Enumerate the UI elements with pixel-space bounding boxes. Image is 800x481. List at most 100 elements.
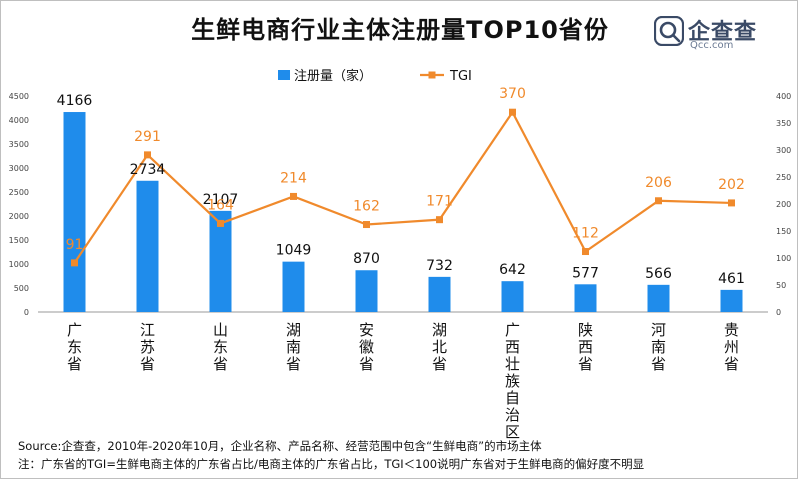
x-tick-label-char: 区 [505, 423, 520, 441]
x-tick-label-char: 东 [213, 338, 228, 356]
x-tick-label-char: 省 [724, 355, 739, 373]
tgi-value-label: 202 [718, 177, 745, 193]
tgi-point-8 [582, 248, 589, 256]
chart-title: 生鲜电商行业主体注册量TOP10省份 [191, 16, 609, 44]
y-left-tick-label: 3000 [9, 164, 29, 173]
bar-3 [209, 210, 232, 312]
tgi-point-2 [144, 151, 151, 159]
y-left-tick-label: 1000 [9, 260, 29, 269]
logo-sub: Qcc.com [690, 40, 734, 51]
x-tick-label-char: 族 [505, 372, 520, 390]
bar-5 [355, 270, 378, 312]
x-tick-label-char: 西 [578, 338, 593, 356]
x-tick-label-char: 西 [505, 338, 520, 356]
x-tick-label-char: 自 [505, 389, 520, 407]
y-left-tick-label: 3500 [9, 140, 29, 149]
bar-2 [136, 180, 159, 312]
tgi-value-label: 162 [353, 199, 380, 215]
x-tick-label-char: 治 [505, 406, 520, 424]
x-tick-label-char: 省 [140, 355, 155, 373]
footer: Source:企查查，2010年-2020年10月，企业名称、产品名称、经营范围… [18, 437, 788, 473]
x-tick-label-char: 东 [67, 338, 82, 356]
tgi-point-5 [363, 221, 370, 229]
y-left-tick-label: 4000 [9, 116, 29, 125]
legend-swatch-marker [428, 71, 436, 79]
y-left-tick-label: 0 [24, 308, 29, 317]
y-right-tick-label: 350 [776, 119, 791, 128]
bar-value-label: 732 [426, 258, 453, 274]
bar-1 [63, 112, 86, 312]
bar-value-label: 870 [353, 251, 380, 267]
y-left-tick-label: 1500 [9, 236, 29, 245]
y-right-tick-label: 200 [776, 200, 791, 209]
y-left-tick-label: 4500 [9, 92, 29, 101]
x-tick-label-char: 广 [67, 321, 82, 339]
tgi-value-label: 91 [66, 237, 84, 253]
source-note: Source:企查查，2010年-2020年10月，企业名称、产品名称、经营范围… [18, 439, 542, 453]
x-tick-label-char: 广 [505, 321, 520, 339]
x-tick-label-char: 州 [724, 338, 739, 356]
x-tick-label-char: 徽 [359, 338, 374, 356]
tgi-value-label: 370 [499, 86, 526, 102]
y-left-tick-label: 500 [14, 284, 29, 293]
x-tick-label-char: 南 [286, 338, 301, 356]
bar-value-label: 2107 [203, 192, 239, 208]
tgi-value-label: 112 [572, 226, 599, 242]
bar-6 [428, 276, 451, 312]
legend-label-bar: 注册量（家） [294, 68, 372, 84]
y-left-tick-label: 2500 [9, 188, 29, 197]
y-right-tick-label: 300 [776, 146, 791, 155]
bar-value-label: 566 [645, 266, 672, 282]
tgi-value-label: 214 [280, 170, 307, 186]
tgi-value-label: 171 [426, 194, 453, 210]
x-tick-label-char: 湖 [432, 321, 447, 339]
tgi-line [73, 110, 732, 264]
x-tick-label-char: 陕 [578, 321, 593, 339]
tgi-value-label: 164 [207, 197, 234, 213]
x-tick-label-char: 南 [651, 338, 666, 356]
x-tick-label-char: 苏 [140, 338, 155, 356]
y-right-tick-label: 0 [776, 308, 781, 317]
axes: 0 500 1000 1500 2000 2500 3000 3500 4000 4500 0 50 1… [9, 92, 792, 441]
bar-value-label: 1049 [276, 243, 312, 259]
bar-9 [647, 284, 670, 312]
x-tick-label-char: 河 [651, 321, 666, 339]
y-right-tick-label: 400 [776, 92, 791, 101]
y-right-tick-label: 100 [776, 254, 791, 263]
bar-value-label: 642 [499, 262, 526, 278]
bar-4 [282, 261, 305, 312]
bar-10 [720, 289, 743, 312]
x-tick-label-char: 省 [67, 355, 82, 373]
x-tick-label-char: 省 [651, 355, 666, 373]
x-tick-label-char: 省 [286, 355, 301, 373]
data-labels: 4166 2734 2107 1049 870 732 642 577 566 461 91 291 1… [57, 86, 745, 287]
bar-value-label: 4166 [57, 93, 93, 109]
x-tick-label-char: 省 [432, 355, 447, 373]
x-tick-label-char: 省 [213, 355, 228, 373]
bars [63, 112, 743, 312]
tgi-point-7 [509, 108, 516, 116]
legend-swatch-bar [278, 70, 290, 80]
tgi-point-6 [436, 216, 443, 224]
bar-7 [501, 281, 524, 312]
tgi-point-1 [71, 259, 78, 267]
y-right-tick-label: 50 [776, 281, 786, 290]
tgi-line-series [71, 108, 735, 267]
tgi-value-label: 206 [645, 175, 672, 191]
bar-value-label: 577 [572, 265, 599, 281]
x-tick-label-char: 山 [213, 321, 228, 339]
x-tick-label-char: 江 [140, 321, 155, 339]
x-tick-label-char: 壮 [505, 355, 520, 373]
x-tick-label-char: 湖 [286, 321, 301, 339]
x-tick-label-char: 北 [432, 338, 447, 356]
y-right-tick-label: 250 [776, 173, 791, 182]
qcc-logo: 企查查 Qcc.com [654, 14, 774, 54]
tgi-point-9 [655, 197, 662, 205]
tgi-value-label: 291 [134, 129, 161, 145]
bar-value-label: 2734 [130, 162, 166, 178]
x-tick-label-char: 贵 [724, 321, 739, 339]
bar-8 [574, 284, 597, 312]
tgi-note: 注：广东省的TGI=生鲜电商主体的广东省占比/电商主体的广东省占比，TGI＜10… [18, 457, 645, 471]
tgi-point-3 [217, 219, 224, 227]
